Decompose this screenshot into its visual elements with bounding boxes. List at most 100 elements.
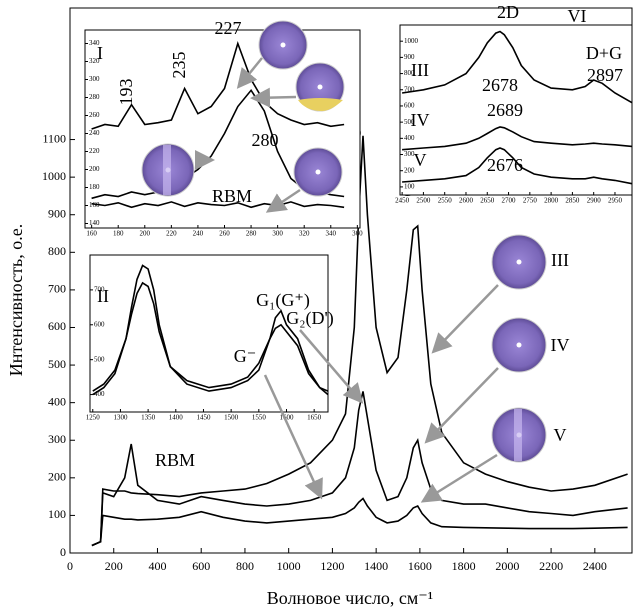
spectrum-line <box>402 126 633 151</box>
x-tick-label: 2200 <box>539 559 563 573</box>
x-tick-label: 1450 <box>196 414 211 422</box>
y-tick-label: 260 <box>89 111 100 119</box>
x-tick-label: 2000 <box>495 559 519 573</box>
y-tick-label: 600 <box>48 319 66 333</box>
y-tick-label: 220 <box>89 147 100 155</box>
spectrum-line <box>91 201 345 209</box>
annotation: G⁻ <box>234 346 257 366</box>
x-tick-label: 600 <box>192 559 210 573</box>
y-tick-label: 600 <box>94 320 105 328</box>
y-tick-label: 0 <box>60 545 66 559</box>
y-tick-label: 400 <box>94 390 105 398</box>
micrograph-yellow <box>298 98 343 112</box>
x-tick-label: 2550 <box>438 197 453 205</box>
x-tick-label: 1600 <box>279 414 294 422</box>
micrograph-spot <box>315 169 321 175</box>
y-tick-label: 700 <box>94 285 105 293</box>
annotation: 2678 <box>482 75 518 95</box>
y-tick-label: 400 <box>404 134 415 142</box>
micrograph-spot <box>317 84 323 90</box>
y-tick-label: 340 <box>89 39 100 47</box>
inset-frame <box>89 254 329 413</box>
x-tick-label: 1550 <box>252 414 267 422</box>
x-tick-label: 2400 <box>583 559 607 573</box>
y-tick-label: 1100 <box>42 131 66 145</box>
x-tick-label: 1600 <box>408 559 432 573</box>
pointer-arrow <box>424 367 499 444</box>
x-tick-label: 2850 <box>565 197 580 205</box>
y-tick-label: 320 <box>89 57 100 65</box>
y-tick-label: 1000 <box>42 169 66 183</box>
y-tick-label: 700 <box>404 85 415 93</box>
annotation: II <box>97 286 109 306</box>
y-tick-label: 900 <box>48 206 66 220</box>
y-tick-label: 200 <box>89 165 100 173</box>
micrograph-spot <box>516 259 522 265</box>
x-axis-label: Волновое число, см⁻¹ <box>267 588 433 608</box>
annotation: RBM <box>155 450 195 470</box>
annotation: 2676 <box>487 155 523 175</box>
y-tick-label: 900 <box>404 53 415 61</box>
y-tick-label: 600 <box>404 102 415 110</box>
x-tick-label: 1250 <box>86 414 101 422</box>
annotation: RBM <box>212 186 252 206</box>
pointer-arrow <box>420 453 498 503</box>
y-tick-label: 100 <box>404 183 415 191</box>
x-tick-label: 260 <box>219 230 230 238</box>
x-tick-label: 1400 <box>364 559 388 573</box>
annotation: IV <box>551 335 570 355</box>
x-tick-label: 280 <box>246 230 257 238</box>
micrograph-spot <box>516 342 522 348</box>
x-tick-label: 2900 <box>587 197 602 205</box>
y-tick-label: 300 <box>89 75 100 83</box>
x-tick-label: 240 <box>193 230 204 238</box>
annotation: G₁(G⁺) <box>256 290 310 311</box>
y-tick-label: 200 <box>404 166 415 174</box>
y-tick-label: 280 <box>89 93 100 101</box>
y-tick-label: 1000 <box>404 37 419 45</box>
x-tick-label: 800 <box>236 559 254 573</box>
pointer-arrow <box>265 188 301 213</box>
x-tick-label: 400 <box>148 559 166 573</box>
x-tick-label: 1800 <box>452 559 476 573</box>
y-tick-label: 500 <box>48 357 66 371</box>
x-tick-label: 0 <box>67 559 73 573</box>
x-tick-label: 360 <box>352 230 363 238</box>
x-tick-label: 2600 <box>459 197 474 205</box>
pointer-arrow <box>299 329 364 404</box>
annotation: III <box>551 250 569 270</box>
x-tick-label: 1400 <box>169 414 184 422</box>
x-tick-label: 2650 <box>480 197 495 205</box>
x-tick-label: 160 <box>86 230 97 238</box>
spectrum-line <box>91 135 628 547</box>
y-tick-label: 500 <box>404 118 415 126</box>
pointer-arrow <box>263 374 323 500</box>
x-tick-label: 200 <box>105 559 123 573</box>
micrograph-spot <box>280 42 286 48</box>
spectrum-line <box>92 264 329 396</box>
annotation: I <box>97 43 103 63</box>
annotation: 235 <box>169 52 189 79</box>
y-tick-label: 240 <box>89 129 100 137</box>
y-tick-label: 160 <box>89 201 100 209</box>
annotation: D+G <box>586 43 622 63</box>
x-tick-label: 2800 <box>544 197 559 205</box>
x-tick-label: 1200 <box>320 559 344 573</box>
annotation: 280 <box>252 130 279 150</box>
x-tick-label: 1650 <box>307 414 322 422</box>
y-tick-label: 140 <box>89 219 100 227</box>
annotation: G₂(D') <box>286 308 334 329</box>
x-tick-label: 320 <box>299 230 310 238</box>
spectrum-line <box>91 497 628 547</box>
x-tick-label: 1500 <box>224 414 239 422</box>
annotation: V <box>554 425 567 445</box>
y-tick-label: 400 <box>48 394 66 408</box>
x-tick-label: 1350 <box>141 414 156 422</box>
annotation: VI <box>568 6 587 26</box>
y-tick-label: 200 <box>48 470 66 484</box>
pointer-arrow <box>236 57 263 89</box>
annotation: IV <box>411 110 430 130</box>
x-tick-label: 220 <box>166 230 177 238</box>
y-tick-label: 100 <box>48 507 66 521</box>
